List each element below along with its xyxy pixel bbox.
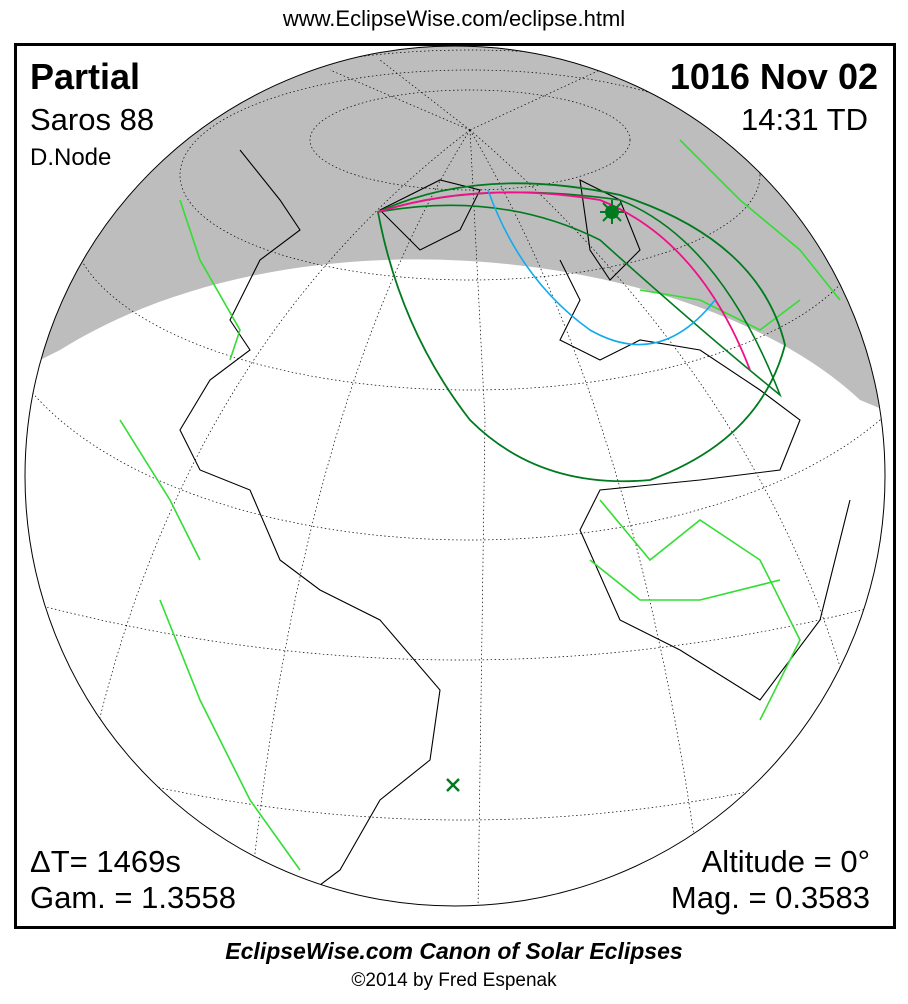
- gamma: Gam. = 1.3558: [30, 880, 236, 915]
- magnitude: Mag. = 0.3583: [670, 880, 870, 915]
- eclipse-type: Partial: [30, 56, 141, 97]
- penumbra-outer-limit: [376, 182, 786, 483]
- borders: [119, 139, 841, 871]
- footer-copyright: ©2014 by Fred Espenak: [351, 970, 557, 991]
- eclipse-date: 1016 Nov 02: [669, 56, 878, 97]
- footer-title: EclipseWise.com Canon of Solar Eclipses: [225, 938, 683, 964]
- altitude: Altitude = 0°: [701, 844, 870, 879]
- max-eclipse-curve: [377, 191, 751, 371]
- saros: Saros 88: [30, 102, 155, 137]
- map-frame: [14, 43, 896, 929]
- source-url: www.EclipseWise.com/eclipse.html: [282, 6, 626, 31]
- node: D.Node: [30, 144, 112, 171]
- sunrise-curve: [487, 189, 716, 346]
- greatest-eclipse-star-icon: [600, 200, 624, 224]
- eclipse-time: 14:31 TD: [741, 102, 868, 137]
- sub-solar-point-x-icon: [446, 778, 460, 792]
- coastlines: [179, 149, 851, 901]
- delta-t: ΔT= 1469s: [30, 844, 181, 879]
